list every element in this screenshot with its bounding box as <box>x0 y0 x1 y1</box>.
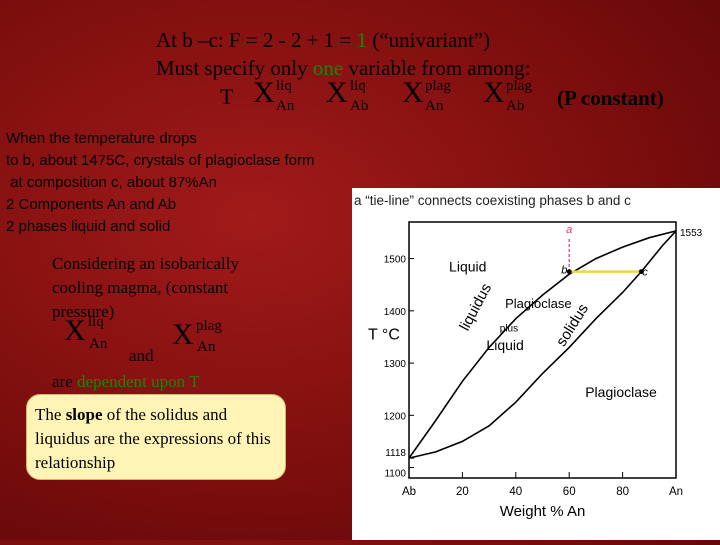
magma-x1-sup: liq <box>88 314 104 330</box>
var-sub-4: Ab <box>506 98 525 114</box>
explanation-line: When the temperature drops <box>6 130 197 147</box>
dependent-prefix: are <box>52 372 78 391</box>
instruction-suffix: variable from among: <box>343 56 531 80</box>
y-tick-label: 1400 <box>384 307 407 318</box>
x-tick-label: Ab <box>402 486 416 498</box>
magma-x2-sub: An <box>197 339 216 355</box>
region-plag-upper: Plagioclase <box>505 296 572 311</box>
p-constant-label: (P constant) <box>557 86 664 110</box>
point-a-label: a <box>566 224 572 236</box>
explanation-line: 2 phases liquid and solid <box>6 218 171 235</box>
magma-and: and <box>129 346 154 365</box>
dependent-highlight: dependent upon T <box>77 372 200 391</box>
explanation-line: 2 Components An and Ab <box>6 196 177 213</box>
point-c-label: c <box>642 267 648 279</box>
var-sub-3: An <box>425 98 444 114</box>
region-plagioclase: Plagioclase <box>585 384 657 400</box>
liquidus-curve <box>408 230 677 459</box>
magma-x1-sub: An <box>89 336 108 352</box>
magma-line: cooling magma, (constant <box>52 278 229 297</box>
x-tick-label: 60 <box>563 486 576 498</box>
liquidus-label: liquidus <box>456 281 495 334</box>
solidus-curve <box>408 230 677 459</box>
region-liquid: Liquid <box>449 259 486 275</box>
y-tick-label: 1500 <box>384 255 407 266</box>
note-suffix: of the solidus and liquidus are the expr… <box>35 405 271 472</box>
slope-note: The slope of the solidus and liquidus ar… <box>26 394 286 480</box>
magma-x-2: X <box>172 318 194 351</box>
var-x-4: X <box>483 76 505 109</box>
y-tick-label: 1200 <box>384 411 407 422</box>
magma-paragraph: Considering an isobarically cooling magm… <box>52 252 239 324</box>
univariant-label: (“univariant”) <box>367 28 491 52</box>
magma-line: pressure) <box>52 302 115 321</box>
explanation-line: at composition c, about 87%An <box>6 174 217 191</box>
phase-rule-prefix: At b –c: F = 2 - 2 + 1 = <box>156 28 357 52</box>
point-b-label: b <box>561 265 567 277</box>
var-sub-1: An <box>276 98 295 114</box>
plot-frame <box>408 221 677 479</box>
x-axis-label: Weight % An <box>500 503 586 520</box>
var-T: T <box>220 84 234 109</box>
region-plus: plus <box>500 324 518 335</box>
variables-row: T X liq An X liq Ab X plag An X plag Ab … <box>0 0 720 130</box>
x-tick-label: 20 <box>456 486 469 498</box>
tie-line-caption: a “tie-line” connects coexisting phases … <box>354 193 631 208</box>
magma-x-1: X <box>64 314 86 347</box>
x-tick-label: 80 <box>616 486 629 498</box>
degrees-of-freedom: 1 <box>356 28 368 52</box>
y-tick-label: 1300 <box>384 359 407 370</box>
var-x-2: X <box>326 76 348 109</box>
var-sup-4: plag <box>506 78 532 94</box>
phase-rule-line: At b –c: F = 2 - 2 + 1 = 1 (“univariant”… <box>156 28 490 53</box>
y-tick-label: 1118 <box>385 448 406 459</box>
var-sup-3: plag <box>425 78 451 94</box>
point-c-marker <box>638 269 644 275</box>
variable-instruction-line: Must specify only one variable from amon… <box>156 56 530 81</box>
note-prefix: The <box>35 405 66 424</box>
var-x-1: X <box>253 76 275 109</box>
magma-x2-sup: plag <box>196 318 222 334</box>
explanation-line: to b, about 1475C, crystals of plagiocla… <box>6 152 315 169</box>
note-bold: slope <box>65 405 103 424</box>
instruction-prefix: Must specify only <box>156 56 313 80</box>
var-x-3: X <box>402 76 424 109</box>
x-tick-label: An <box>669 486 683 498</box>
phase-diagram-svg: a “tie-line” connects coexisting phases … <box>354 193 703 520</box>
y-axis-label: T °C <box>368 327 400 344</box>
y-tick-label: 1553 <box>680 228 703 239</box>
magma-line: Considering an isobarically <box>52 254 239 273</box>
var-sup-2: liq <box>350 78 366 94</box>
var-sup-1: liq <box>276 78 292 94</box>
instruction-highlight: one <box>312 56 344 80</box>
phase-diagram: a “tie-line” connects coexisting phases … <box>352 188 720 540</box>
x-tick-label: 40 <box>509 486 522 498</box>
dependent-line: are dependent upon T <box>52 372 199 392</box>
y-tick-label: 1100 <box>384 469 406 480</box>
region-liquid-lower: Liquid <box>486 337 523 353</box>
var-sub-2: Ab <box>350 98 369 114</box>
explanation-block: When the temperature drops to b, about 1… <box>6 128 315 238</box>
point-b-marker <box>566 269 572 275</box>
